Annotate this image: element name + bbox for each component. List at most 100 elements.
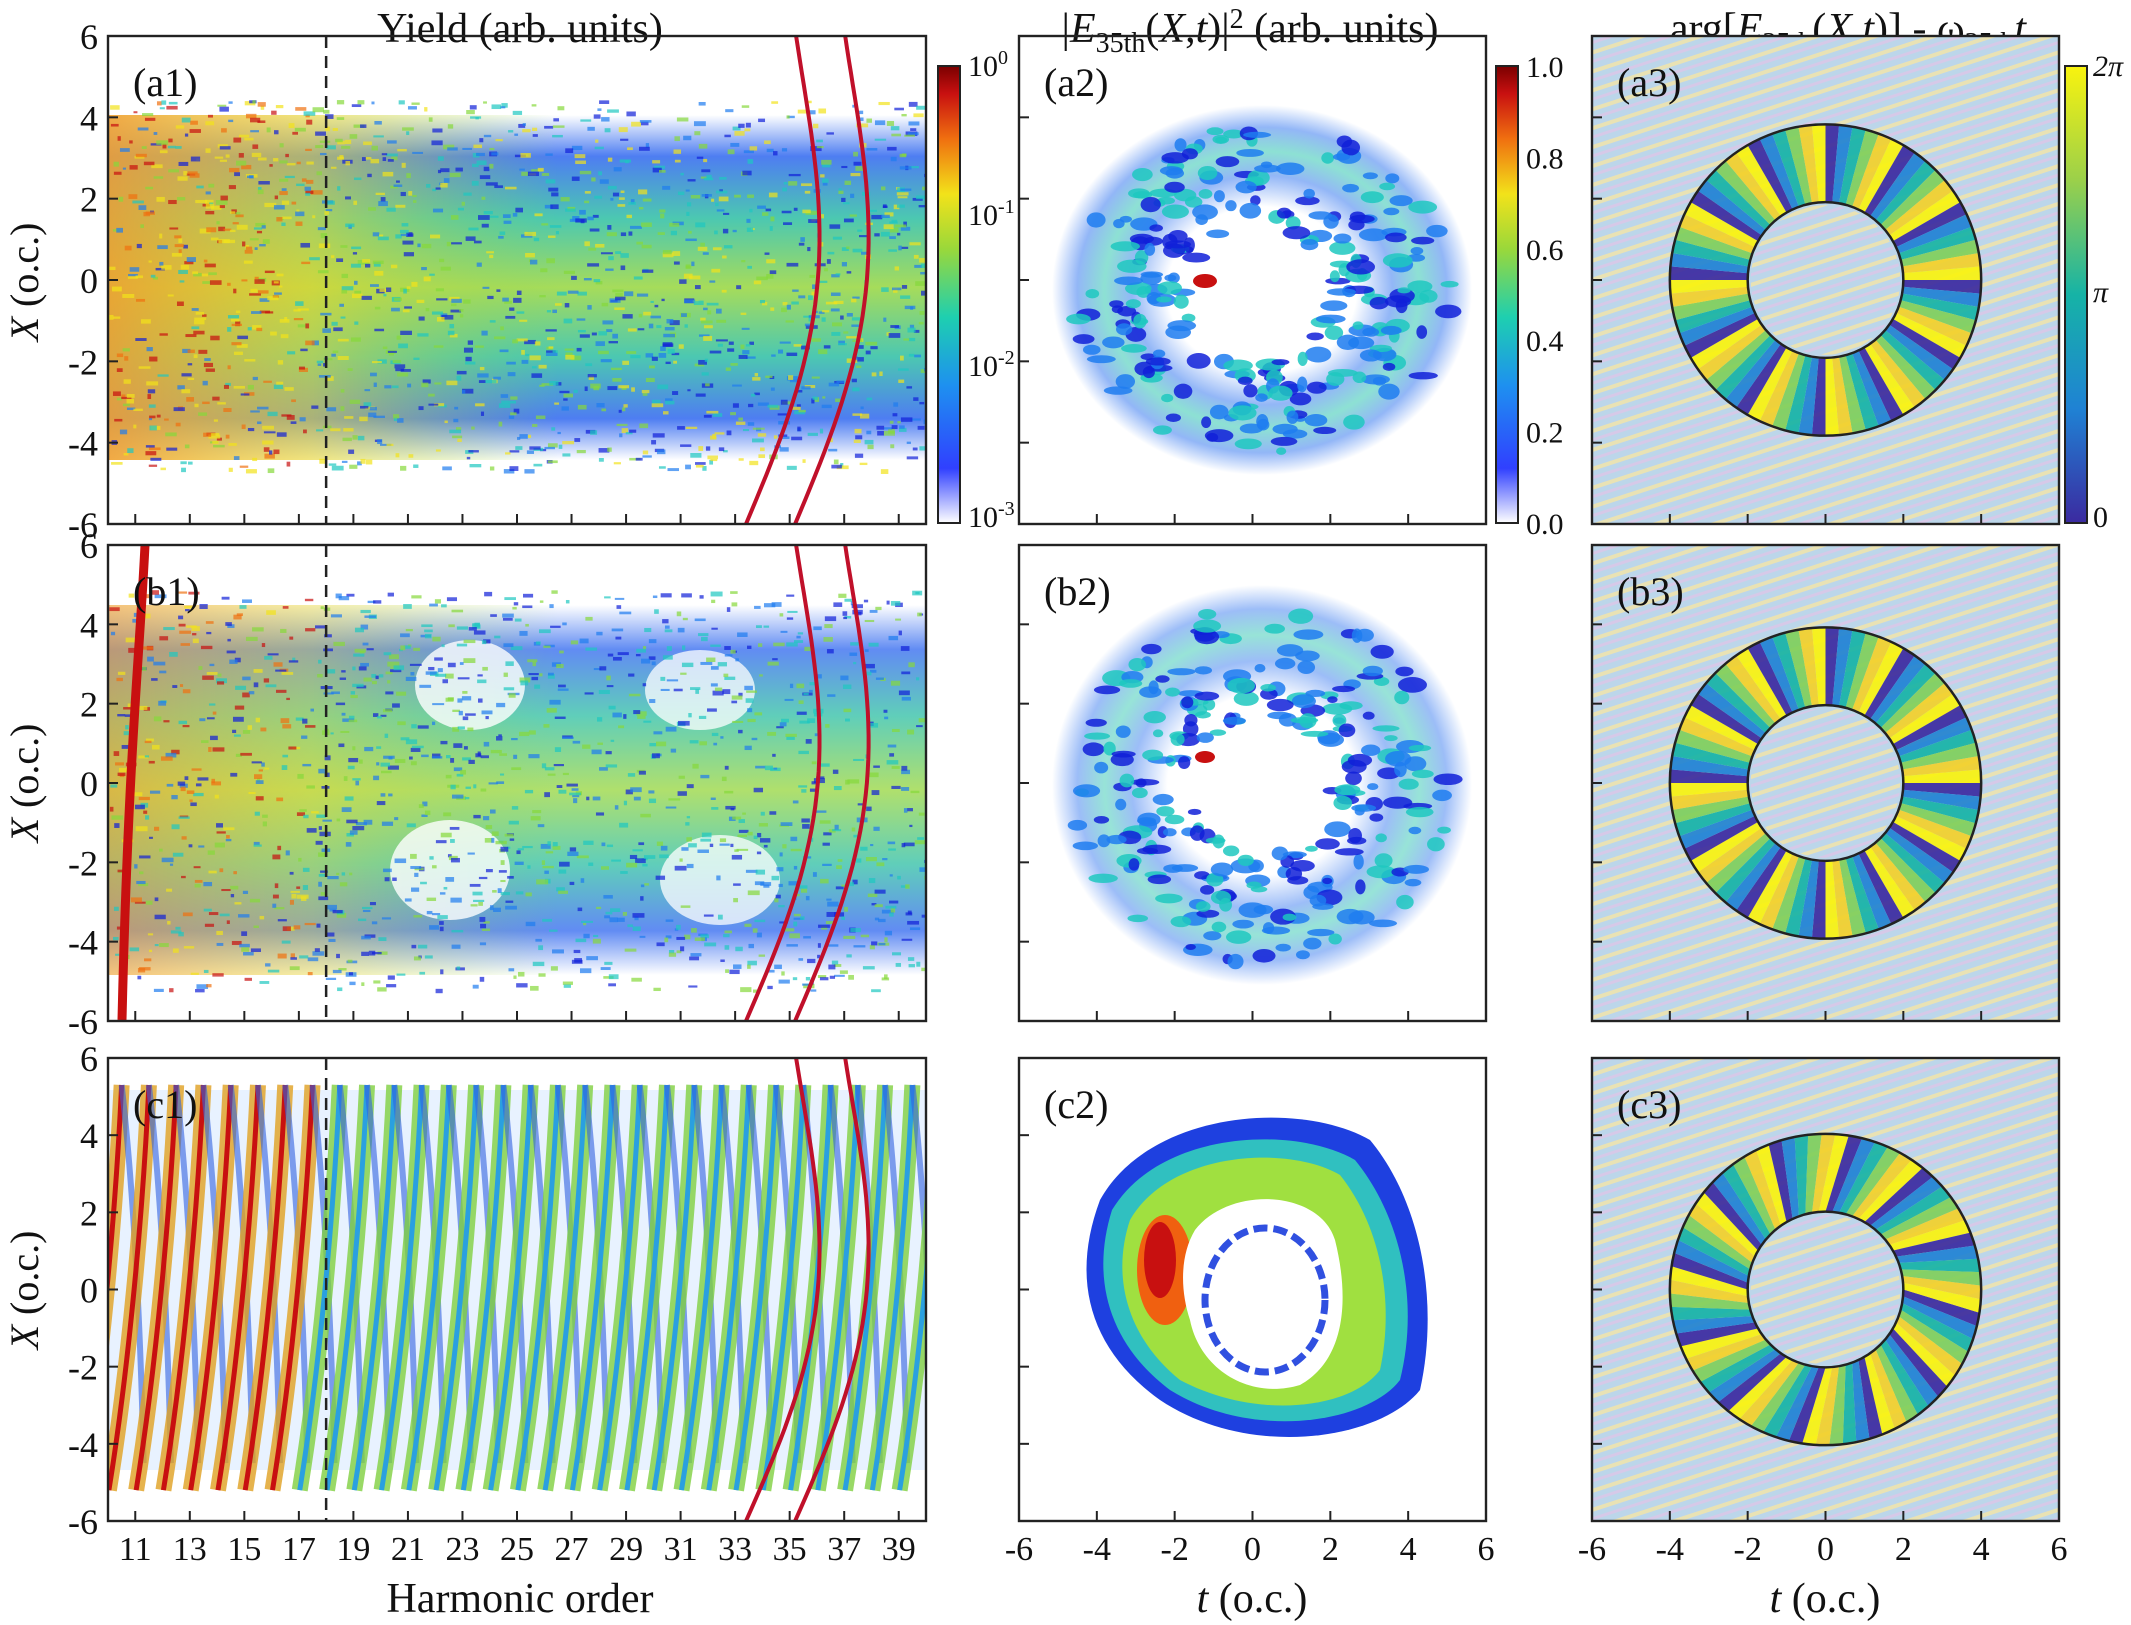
speckle-mark — [544, 767, 555, 771]
speckle-mark — [564, 303, 570, 308]
speckle-mark — [901, 285, 908, 289]
speckle-mark — [860, 413, 870, 419]
speckle-mark — [786, 304, 791, 310]
speckle-mark — [468, 627, 477, 631]
speckle-mark — [481, 710, 493, 715]
speckle-mark — [711, 627, 718, 630]
speckle-mark — [481, 928, 491, 931]
speckle-mark — [609, 917, 618, 923]
intensity-spot — [1212, 134, 1230, 145]
speckle-mark — [386, 443, 394, 447]
intensity-spot — [1426, 224, 1448, 238]
phase-sector — [1903, 769, 1982, 783]
speckle-mark — [531, 373, 543, 378]
phase-sector — [1880, 1339, 1929, 1415]
speckle-mark — [850, 193, 855, 198]
speckle-mark — [833, 459, 839, 465]
speckle-mark — [281, 940, 291, 944]
intensity-spot — [1322, 877, 1333, 885]
speckle-mark — [518, 123, 526, 128]
speckle-mark — [370, 158, 380, 164]
speckle-mark — [714, 687, 723, 692]
intensity-spot — [1209, 404, 1229, 420]
speckle-mark — [129, 947, 140, 952]
speckle-mark — [882, 204, 887, 208]
speckle-mark — [661, 298, 665, 302]
speckle-mark — [323, 648, 333, 652]
speckle-mark — [295, 301, 304, 306]
speckle-mark — [228, 443, 237, 446]
speckle-mark — [357, 435, 365, 441]
speckle-mark — [600, 359, 612, 363]
speckle-mark — [705, 446, 711, 451]
speckle-mark — [598, 457, 604, 462]
speckle-mark — [853, 161, 862, 166]
speckle-mark — [316, 923, 321, 928]
speckle-mark — [543, 724, 550, 728]
speckle-mark — [857, 345, 864, 349]
speckle-mark — [604, 128, 611, 133]
speckle-mark — [223, 228, 232, 231]
phase-sector — [1672, 239, 1751, 267]
speckle-mark — [583, 840, 594, 845]
speckle-mark — [289, 636, 294, 640]
speckle-mark — [340, 730, 350, 733]
speckle-mark — [575, 160, 587, 165]
speckle-mark — [589, 228, 600, 232]
intensity-spot — [1103, 741, 1116, 756]
intensity-spot — [1419, 289, 1438, 303]
speckle-mark — [525, 353, 530, 357]
speckle-mark — [339, 155, 344, 159]
speckle-mark — [642, 198, 652, 202]
intensity-spot — [1139, 686, 1162, 698]
speckle-mark — [755, 765, 766, 769]
speckle-mark — [517, 971, 525, 977]
phase-sector — [1900, 1269, 1982, 1286]
phase-sector — [1690, 318, 1762, 370]
speckle-mark — [148, 260, 152, 263]
speckle-mark — [134, 155, 145, 159]
speckle-mark — [496, 289, 501, 292]
y-tick-label: -2 — [68, 1348, 98, 1388]
speckle-mark — [614, 597, 625, 600]
speckle-mark — [171, 252, 183, 257]
speckle-mark — [546, 350, 556, 353]
speckle-mark — [450, 784, 456, 790]
speckle-mark — [264, 767, 270, 770]
speckle-mark — [605, 911, 613, 915]
speckle-mark — [150, 274, 156, 278]
speckle-mark — [384, 733, 389, 738]
intensity-spot — [1290, 717, 1319, 724]
speckle-mark — [709, 459, 714, 465]
speckle-mark — [320, 892, 326, 896]
speckle-mark — [469, 105, 477, 110]
speckle-mark — [282, 724, 292, 729]
speckle-mark — [247, 725, 253, 730]
speckle-mark — [199, 604, 208, 610]
speckle-mark — [729, 969, 740, 975]
speckle-mark — [889, 912, 894, 917]
speckle-mark — [479, 175, 491, 180]
speckle-mark — [565, 148, 574, 154]
speckle-mark — [316, 171, 322, 176]
speckle-mark — [503, 220, 512, 224]
intensity-spot — [1329, 241, 1356, 255]
speckle-mark — [397, 148, 407, 152]
speckle-mark — [489, 215, 499, 218]
speckle-mark — [187, 377, 195, 380]
speckle-mark — [325, 977, 337, 981]
speckle-mark — [498, 403, 511, 408]
speckle-mark — [451, 298, 462, 303]
speckle-mark — [166, 447, 178, 451]
speckle-mark — [857, 229, 863, 232]
intensity-spot — [1395, 666, 1414, 677]
speckle-mark — [281, 216, 292, 220]
speckle-mark — [525, 921, 536, 927]
speckle-mark — [847, 779, 860, 784]
speckle-mark — [445, 697, 454, 702]
speckle-mark — [139, 871, 144, 875]
speckle-mark — [394, 817, 399, 821]
speckle-mark — [478, 876, 488, 880]
speckle-mark — [479, 942, 487, 946]
speckle-mark — [295, 107, 307, 111]
